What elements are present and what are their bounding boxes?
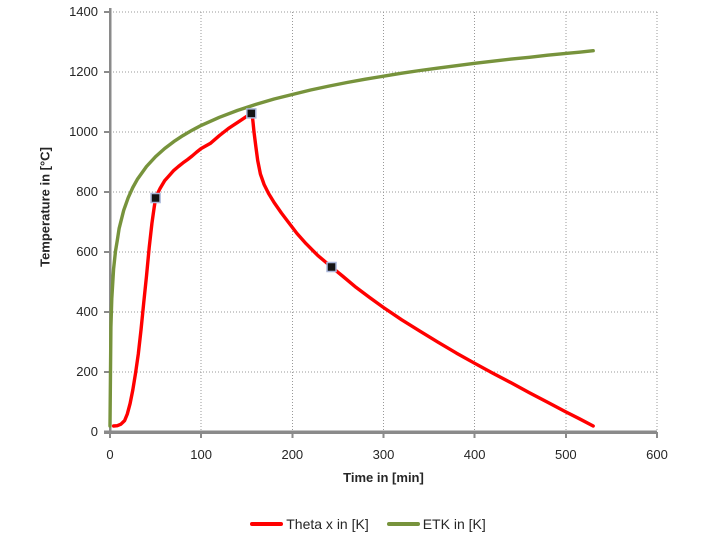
series-line-etk — [108, 49, 595, 428]
y-tick-label: 200 — [76, 364, 98, 379]
x-tick-label: 400 — [463, 447, 486, 462]
legend-label-theta: Theta x in [K] — [286, 516, 369, 532]
x-tick-label: 300 — [372, 447, 395, 462]
legend-line-etk-icon — [386, 522, 420, 526]
x-tick-label: 200 — [281, 447, 304, 462]
legend-label-etk: ETK in [K] — [422, 516, 486, 532]
series-line-theta — [111, 111, 595, 428]
data-point-marker — [150, 192, 161, 204]
data-point-marker — [326, 261, 337, 273]
y-tick-label: 1000 — [69, 124, 98, 139]
y-tick-label: 600 — [76, 244, 98, 259]
y-tick-label: 1200 — [69, 64, 98, 79]
x-tick-label: 0 — [106, 447, 114, 462]
legend-line-theta-icon — [250, 522, 284, 526]
y-tick-label: 400 — [76, 304, 98, 319]
x-tick-label: 600 — [646, 447, 668, 462]
legend-item-theta: Theta x in [K] — [250, 516, 369, 532]
y-tick-label: 800 — [76, 184, 98, 199]
legend-item-etk: ETK in [K] — [386, 516, 486, 532]
x-axis-title: Time in [min] — [343, 470, 424, 485]
y-tick-label: 0 — [90, 424, 98, 439]
x-tick-label: 100 — [190, 447, 212, 462]
x-tick-label: 500 — [554, 447, 577, 462]
y-tick-label: 1400 — [69, 4, 98, 19]
data-point-marker — [246, 108, 257, 119]
legend: Theta x in [K] ETK in [K] — [8, 516, 720, 532]
